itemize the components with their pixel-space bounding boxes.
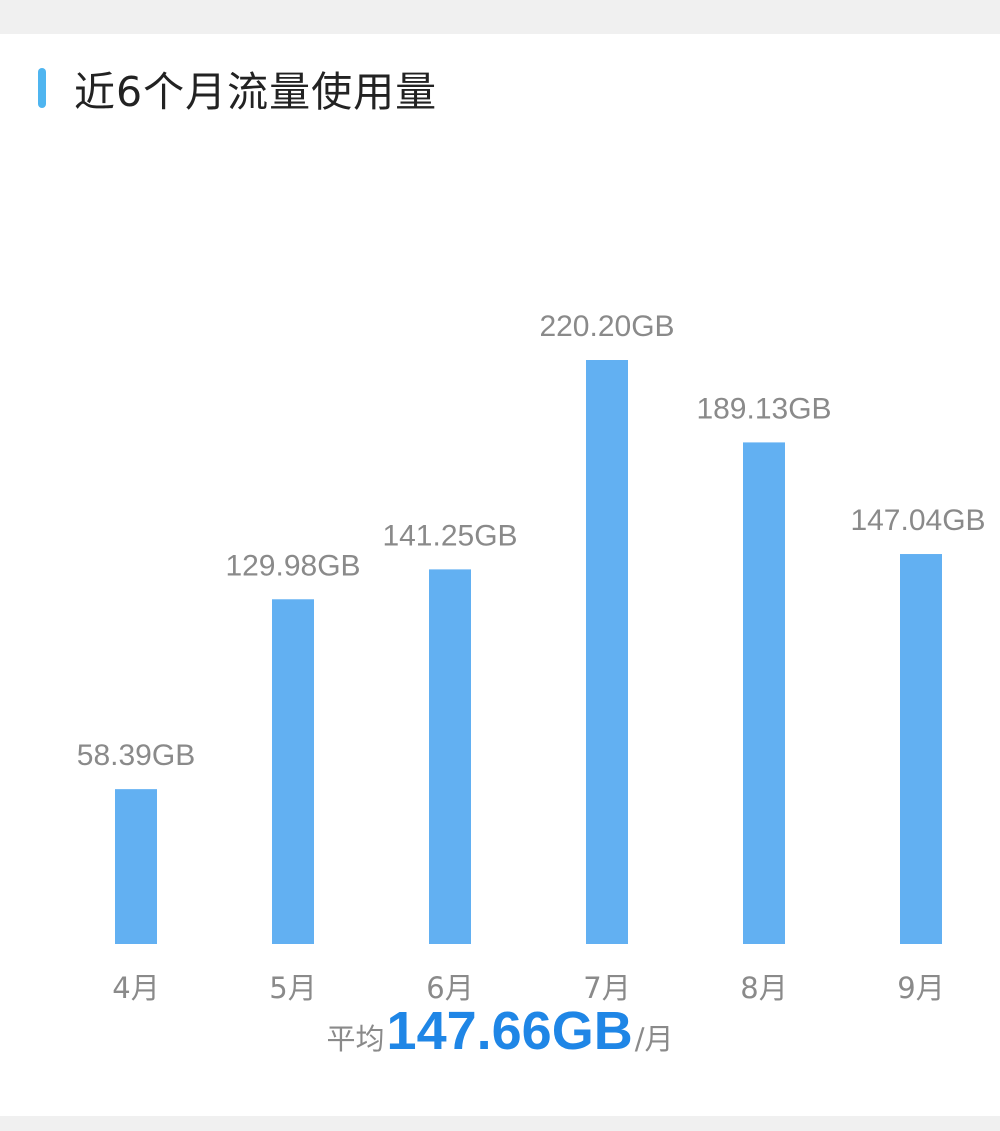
x-tick-label-6: 9月: [897, 971, 944, 1005]
bar-5: [743, 442, 785, 944]
average-suffix: /月: [634, 1022, 674, 1056]
chart-card: [0, 34, 1000, 1116]
bar-2: [272, 599, 314, 944]
x-tick-label-4: 7月: [583, 971, 630, 1005]
bar-1: [115, 789, 157, 944]
x-tick-label-5: 8月: [740, 971, 787, 1005]
bar-value-label-2: 129.98GB: [225, 549, 360, 582]
x-tick-label-1: 4月: [112, 971, 159, 1005]
bar-value-label-1: 58.39GB: [77, 739, 195, 772]
bar-value-label-6: 147.04GB: [850, 504, 985, 537]
x-tick-label-2: 5月: [269, 971, 316, 1005]
bar-4: [586, 360, 628, 944]
bar-value-label-5: 189.13GB: [696, 392, 831, 425]
average-summary: 平均 147.66GB /月: [0, 1000, 1000, 1080]
bar-value-label-4: 220.20GB: [539, 310, 674, 343]
average-prefix: 平均: [326, 1022, 385, 1056]
chart-header: 近6个月流量使用量: [38, 58, 437, 118]
bar-3: [429, 569, 471, 944]
title-accent-bar: [38, 68, 46, 108]
x-tick-label-3: 6月: [426, 971, 473, 1005]
bar-value-label-3: 141.25GB: [382, 519, 517, 552]
average-value: 147.66GB: [386, 1001, 633, 1061]
bar-6: [900, 554, 942, 944]
chart-title: 近6个月流量使用量: [74, 68, 438, 116]
